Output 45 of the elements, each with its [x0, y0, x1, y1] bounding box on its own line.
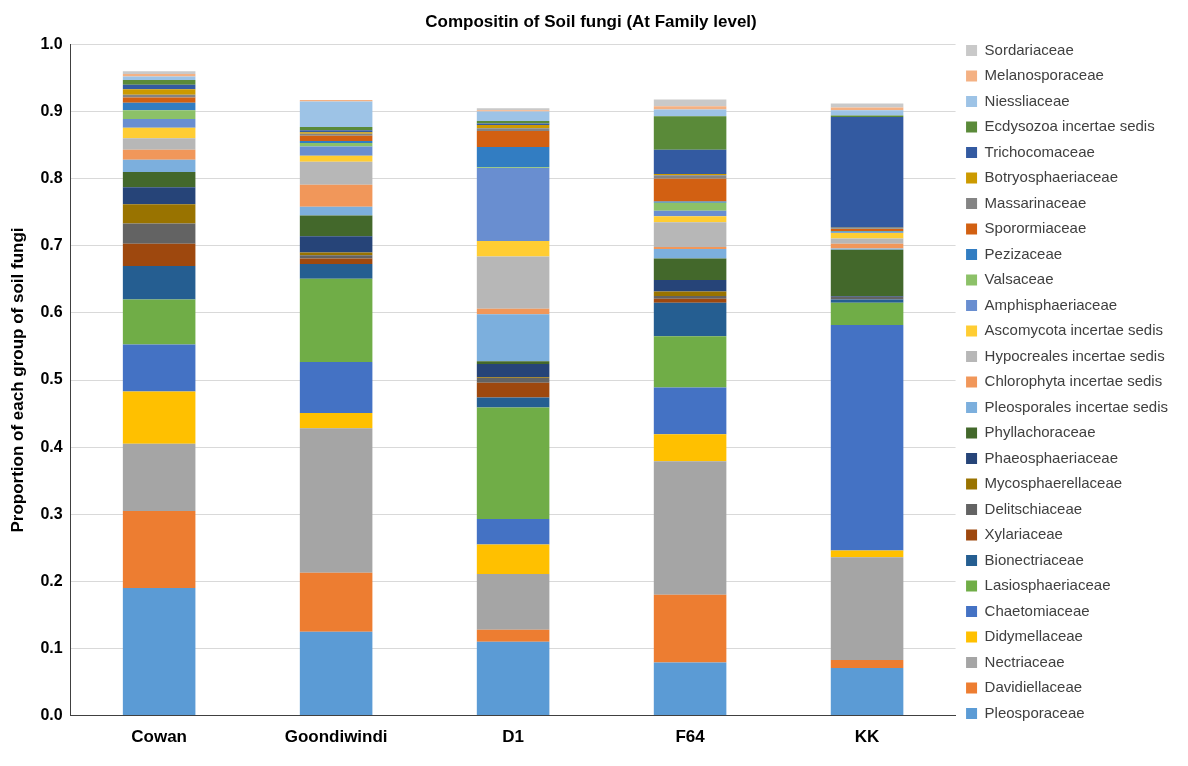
- y-tick-label: 0.1: [40, 638, 63, 656]
- y-tick-label: 0.5: [40, 370, 63, 388]
- legend-label: Lasiosphaeriaceae: [984, 576, 1111, 594]
- y-tick-label: 0.2: [40, 571, 63, 589]
- legend-label: Nectriaceae: [984, 652, 1065, 670]
- x-tick-label: F64: [675, 727, 706, 747]
- legend-label: Sordariaceae: [984, 40, 1074, 58]
- y-axis-title: Proportion of each group of soil fungi: [7, 227, 27, 533]
- legend-label: Niessliaceae: [984, 91, 1070, 109]
- legend-label: Pezizaceae: [984, 244, 1063, 262]
- legend-label: Delitschiaceae: [984, 499, 1083, 517]
- legend-label: Hypocreales incertae sedis: [984, 346, 1165, 364]
- legend-label: Massarinaceae: [984, 193, 1087, 211]
- chart-title: Compositin of Soil fungi (At Family level): [425, 11, 757, 31]
- legend-label: Bionectriaceae: [984, 550, 1084, 568]
- legend-label: Trichocomaceae: [984, 142, 1095, 160]
- y-tick-label: 0.9: [40, 101, 63, 119]
- legend-label: Phaeosphaeriaceae: [984, 448, 1119, 466]
- y-tick-label: 0.4: [40, 437, 63, 455]
- legend-label: Sporormiaceae: [984, 219, 1087, 237]
- legend-label: Mycosphaerellaceae: [984, 474, 1123, 492]
- legend-label: Didymellaceae: [984, 627, 1083, 645]
- legend-label: Xylariaceae: [984, 525, 1063, 543]
- legend-label: Botryosphaeriaceae: [984, 168, 1118, 186]
- legend-label: Ecdysozoa incertae sedis: [984, 117, 1155, 135]
- x-tick-label: KK: [854, 727, 881, 747]
- legend-label: Valsaceae: [984, 270, 1054, 288]
- y-tick-label: 0.8: [40, 169, 63, 187]
- y-tick-label: 0.3: [40, 504, 63, 522]
- legend-label: Ascomycota incertae sedis: [984, 321, 1163, 339]
- y-tick-label: 0.7: [40, 236, 63, 254]
- legend-label: Davidiellaceae: [984, 678, 1083, 696]
- legend-label: Pleosporales incertae sedis: [984, 397, 1168, 415]
- legend-label: Pleosporaceae: [984, 703, 1085, 721]
- legend-label: Chlorophyta incertae sedis: [984, 372, 1163, 390]
- legend-label: Phyllachoraceae: [984, 423, 1096, 441]
- legend-label: Chaetomiaceae: [984, 601, 1090, 619]
- y-tick-label: 0.0: [40, 706, 63, 724]
- legend-label: Melanosporaceae: [984, 66, 1104, 84]
- x-tick-label: Goondiwindi: [284, 727, 388, 747]
- x-tick-label: Cowan: [131, 727, 187, 747]
- x-tick-label: D1: [502, 727, 524, 747]
- y-tick-label: 1.0: [40, 34, 63, 52]
- legend-label: Amphisphaeriaceae: [984, 295, 1118, 313]
- y-tick-label: 0.6: [40, 303, 63, 321]
